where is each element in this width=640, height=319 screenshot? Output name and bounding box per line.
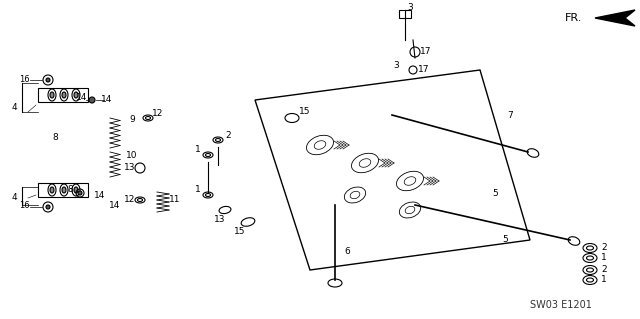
Ellipse shape	[74, 187, 78, 193]
Ellipse shape	[50, 187, 54, 193]
Circle shape	[46, 78, 50, 82]
Text: 15: 15	[300, 108, 311, 116]
Text: 2: 2	[225, 130, 231, 139]
Text: 12: 12	[152, 108, 164, 117]
Text: 1: 1	[601, 276, 607, 285]
Text: 15: 15	[234, 227, 246, 236]
Circle shape	[46, 205, 50, 209]
Text: 17: 17	[420, 48, 432, 56]
Text: 14: 14	[76, 93, 88, 101]
Text: FR.: FR.	[564, 13, 582, 23]
Bar	[399, 10, 411, 18]
Ellipse shape	[62, 187, 66, 193]
Text: 13: 13	[124, 162, 136, 172]
Text: 1: 1	[601, 254, 607, 263]
Text: 16: 16	[19, 76, 29, 85]
Text: 14: 14	[94, 191, 106, 201]
Text: 8: 8	[67, 186, 73, 195]
Circle shape	[89, 97, 95, 103]
Text: 4: 4	[11, 103, 17, 113]
Text: 13: 13	[214, 216, 226, 225]
Text: 1: 1	[195, 145, 201, 154]
Ellipse shape	[74, 92, 78, 98]
Text: 2: 2	[601, 265, 607, 275]
Text: SW03 E1201: SW03 E1201	[530, 300, 592, 310]
Text: 16: 16	[19, 201, 29, 210]
Text: 5: 5	[502, 235, 508, 244]
Text: 17: 17	[419, 65, 429, 75]
Text: 14: 14	[101, 95, 113, 105]
Polygon shape	[595, 10, 635, 26]
Circle shape	[78, 191, 82, 195]
Bar	[38, 183, 88, 197]
Text: 14: 14	[109, 201, 121, 210]
Text: 9: 9	[129, 115, 135, 124]
Ellipse shape	[50, 92, 54, 98]
Bar	[38, 88, 88, 102]
Text: 11: 11	[169, 196, 180, 204]
Text: 3: 3	[393, 61, 399, 70]
Text: 8: 8	[52, 132, 58, 142]
Text: 2: 2	[601, 243, 607, 253]
Text: 10: 10	[126, 151, 138, 160]
Text: 4: 4	[11, 194, 17, 203]
Text: 12: 12	[124, 196, 136, 204]
Text: 1: 1	[195, 186, 201, 195]
Ellipse shape	[62, 92, 66, 98]
Text: 7: 7	[507, 110, 513, 120]
Text: 3: 3	[407, 3, 413, 11]
Text: 5: 5	[492, 189, 498, 197]
Text: 6: 6	[344, 248, 350, 256]
